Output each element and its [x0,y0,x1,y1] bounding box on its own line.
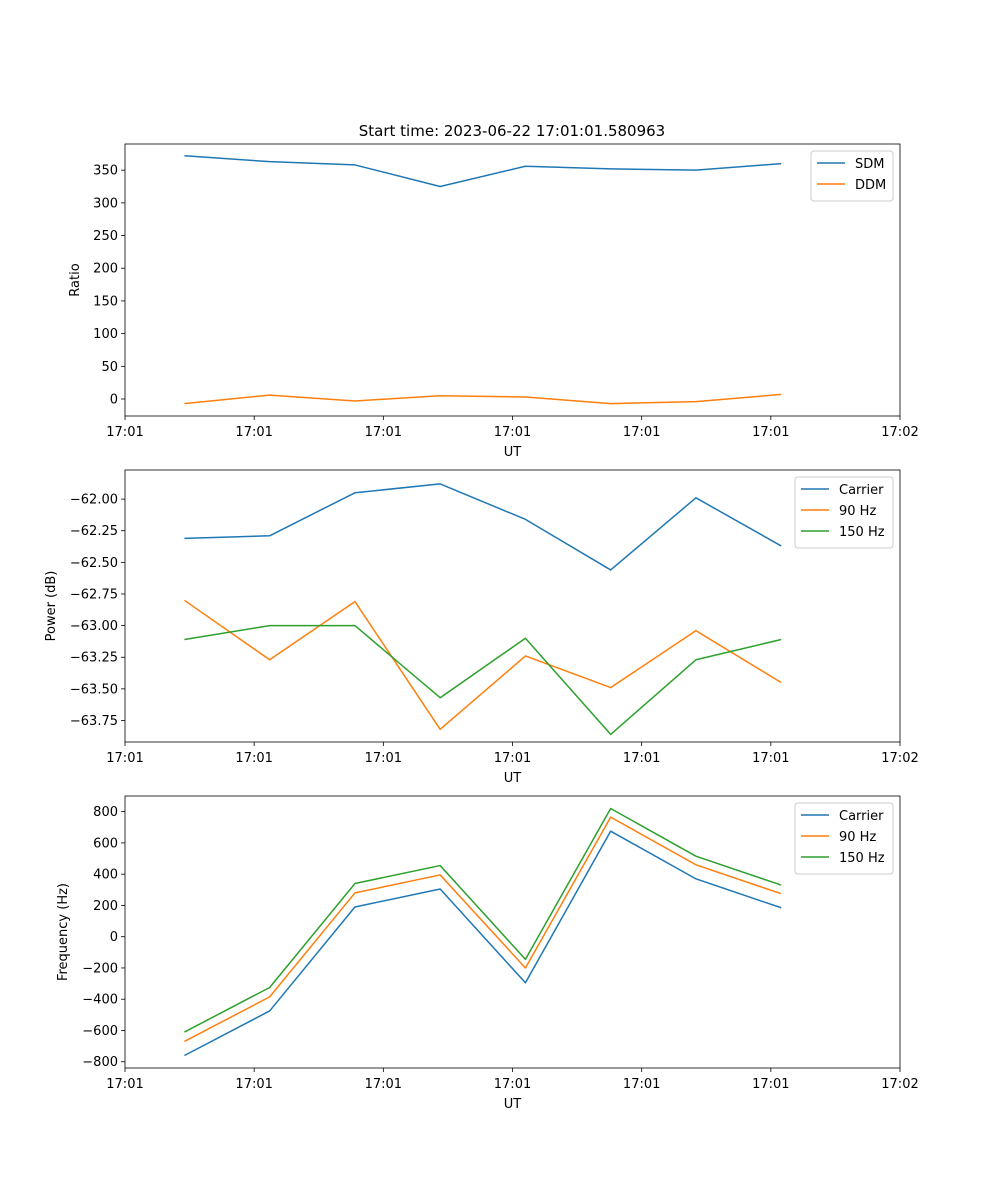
x-tick-label: 17:02 [881,751,918,766]
series-line-carrier [184,483,782,571]
subplot-frequency: 17:01 17:01 17:01 17:01 17:01 17:01 17:02 −800 −… [56,795,919,1112]
x-axis-label: UT [504,771,522,786]
legend-label: DDM [855,178,886,193]
x-tick-label: 17:01 [623,425,660,440]
figure-title: Start time: 2023-06-22 17:01:01.580963 [359,122,665,140]
legend-label: 90 Hz [839,504,876,519]
x-tick-label: 17:01 [752,1077,789,1092]
x-tick-label: 17:01 [365,751,402,766]
series-line-sdm [184,155,782,188]
x-tick-label: 17:01 [106,425,143,440]
x-tick-label: 17:01 [235,425,272,440]
y-tick-label: 150 [93,294,118,309]
x-tick-label: 17:01 [623,751,660,766]
y-tick-label: −400 [82,993,118,1008]
legend-label: 90 Hz [839,830,876,845]
legend-label: SDM [855,157,884,172]
axes-frame [124,469,901,743]
y-tick-label: 800 [93,805,118,820]
axes-frame [124,795,901,1069]
x-tick-label: 17:01 [365,1077,402,1092]
legend-label: 150 Hz [839,525,885,540]
legend: Carrier 90 Hz 150 Hz [794,476,894,549]
series-line-150-hz [184,807,782,1033]
series-line-90-hz [184,816,782,1043]
legend-label: Carrier [839,809,884,824]
axes-frame [124,143,901,417]
series-line-150-hz [184,624,782,736]
x-axis-label: UT [504,445,522,460]
y-tick-label: 250 [93,229,118,244]
x-tick-label: 17:02 [881,1077,918,1092]
x-tick-label: 17:01 [235,751,272,766]
y-axis-label: Power (dB) [44,571,59,642]
x-tick-label: 17:01 [623,1077,660,1092]
legend-label: 150 Hz [839,851,885,866]
legend-label: Carrier [839,483,884,498]
y-tick-label: −63.50 [70,682,118,697]
series-line-carrier [184,830,782,1057]
x-tick-label: 17:02 [881,425,918,440]
y-tick-label: −62.50 [70,556,118,571]
y-tick-label: 300 [93,196,118,211]
series-line-ddm [184,393,782,405]
y-tick-label: −63.75 [70,714,118,729]
x-tick-label: 17:01 [752,751,789,766]
y-tick-label: −62.00 [70,493,118,508]
y-tick-label: 200 [93,899,118,914]
x-axis-label: UT [504,1097,522,1112]
y-tick-label: 0 [110,930,118,945]
series-line-90-hz [183,599,782,731]
y-tick-label: 50 [101,360,118,375]
x-tick-label: 17:01 [752,425,789,440]
y-tick-label: 0 [110,393,118,408]
legend: SDM DDM [810,150,894,202]
x-tick-label: 17:01 [365,425,402,440]
y-tick-label: 350 [93,164,118,179]
y-tick-label: −600 [82,1024,118,1039]
x-tick-label: 17:01 [494,425,531,440]
y-tick-label: 600 [93,836,118,851]
x-tick-label: 17:01 [106,1077,143,1092]
subplot-ratio: 17:01 17:01 17:01 17:01 17:01 17:01 17:02 0 50 10… [68,143,919,460]
y-tick-label: −63.25 [70,651,118,666]
y-tick-label: −63.00 [70,619,118,634]
y-tick-label: 200 [93,262,118,277]
y-tick-label: −800 [82,1055,118,1070]
x-tick-label: 17:01 [494,751,531,766]
y-axis-label: Frequency (Hz) [56,883,71,981]
y-tick-label: −200 [82,961,118,976]
x-tick-label: 17:01 [106,751,143,766]
legend: Carrier 90 Hz 150 Hz [794,802,894,875]
subplots: 17:01 17:01 17:01 17:01 17:01 17:01 17:02 0 50 10… [44,143,919,1112]
x-tick-label: 17:01 [494,1077,531,1092]
y-tick-label: −62.25 [70,524,118,539]
x-tick-label: 17:01 [235,1077,272,1092]
y-tick-label: −62.75 [70,587,118,602]
y-tick-label: 100 [93,327,118,342]
subplot-power: 17:01 17:01 17:01 17:01 17:01 17:01 17:02 −63.7… [44,469,919,786]
y-axis-label: Ratio [68,263,83,296]
y-tick-label: 400 [93,868,118,883]
